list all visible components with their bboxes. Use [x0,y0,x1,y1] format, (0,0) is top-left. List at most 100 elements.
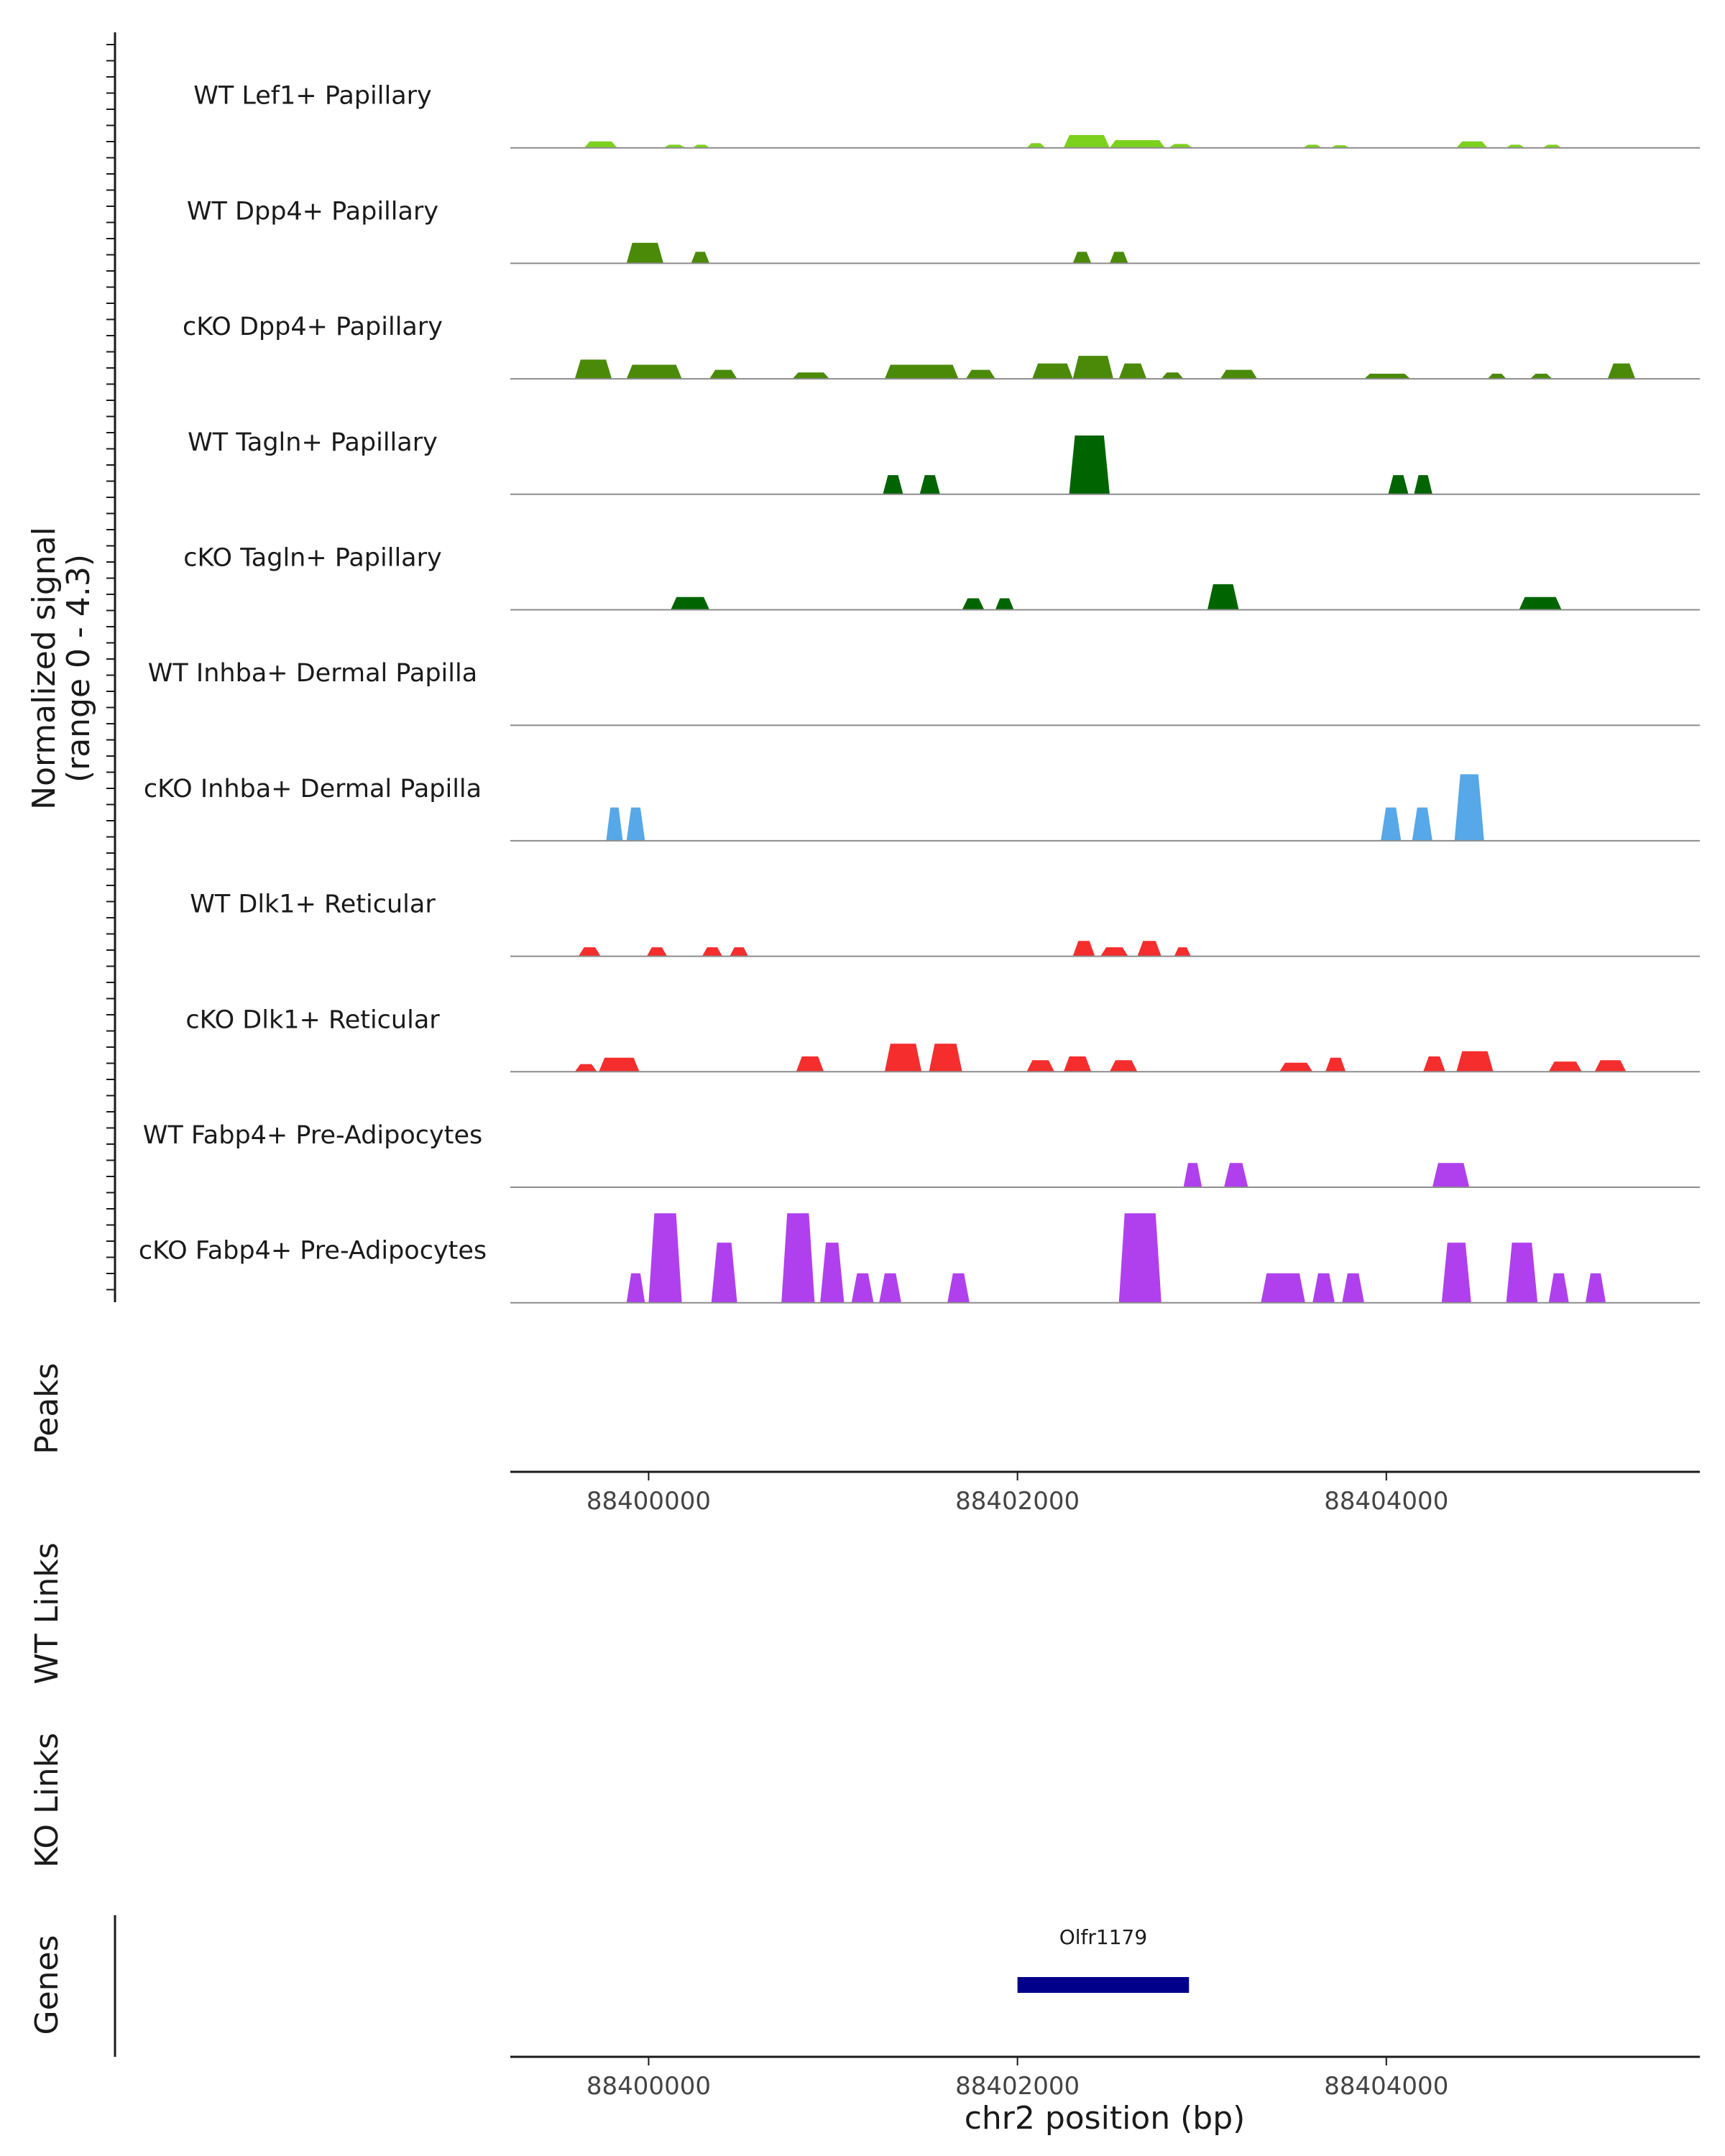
signal-peak [1063,134,1110,148]
signal-peak [1548,1273,1569,1303]
signal-peak [1342,1273,1364,1303]
signal-peak [671,596,710,610]
x-tick-label: 88402000 [955,1487,1080,1516]
signal-peak [1026,1060,1054,1072]
signal-peak [1069,436,1110,494]
ylabel-line1: Normalized signal [26,527,63,810]
track-label: WT Dpp4+ Papillary [187,197,438,226]
signal-peak [1063,1056,1092,1072]
signal-tracks: WT Lef1+ Papillary WT Dpp4+ Papillary cKO … [139,82,1700,1304]
signal-peak [1100,947,1128,957]
signal-peak [626,1273,645,1303]
gene-track: Olfr1179 [1017,1925,1190,1993]
genes-x-axis: 88400000 88402000 88404000 [510,2055,1700,2101]
peaks-x-axis: 88400000 88402000 88404000 [510,1470,1700,1516]
signal-peak [1137,941,1162,957]
track-label: WT Tagln+ Papillary [188,428,438,457]
signal-peak [884,364,959,379]
signal-peak [1032,363,1073,379]
signal-peak [796,1056,824,1072]
signal-peak [648,1213,682,1303]
signal-peak [574,359,612,379]
signal-peak [1441,1243,1471,1303]
signal-peak [883,475,903,494]
signal-peak [947,1273,970,1303]
signal-peak [1169,144,1193,148]
signal-peak [1174,947,1191,957]
track-row: WT Dpp4+ Papillary [187,197,1700,264]
gene-body [1017,1977,1190,1993]
signal-peak [820,1243,845,1303]
signal-peak [1414,475,1432,494]
x-tick-label: 88400000 [586,1487,711,1516]
peaks-panel-title: Peaks [29,1363,65,1454]
signal-peak [1542,144,1562,148]
signal-peak [1118,1213,1162,1303]
signal-peak [709,369,737,379]
signal-peak [1072,356,1113,379]
x-tick-label: 88400000 [586,2072,711,2101]
gene-label: Olfr1179 [1059,1925,1147,1949]
signal-peak [1118,363,1147,379]
signal-peak [1364,374,1411,379]
signal-peak [1456,141,1488,148]
signal-peak [626,242,663,264]
signal-peak [1594,1060,1627,1072]
signal-peak [1381,807,1402,841]
track-row: cKO Tagln+ Papillary [183,544,1700,611]
signal-peak [1530,374,1552,379]
signal-peak [879,1273,901,1303]
track-label: cKO Fabp4+ Pre-Adipocytes [139,1237,487,1266]
signal-peak [599,1057,640,1072]
signal-peak [792,372,829,379]
signal-peak [1432,1163,1470,1187]
signal-peak [884,1044,922,1072]
track-label: WT Lef1+ Papillary [193,82,432,111]
signal-peak [1607,363,1636,379]
signal-peak [1224,1163,1248,1187]
track-label: cKO Dpp4+ Papillary [183,313,443,341]
signal-y-axis-ticks [106,44,115,1291]
signal-peak [962,598,985,610]
track-label: WT Inhba+ Dermal Papilla [148,659,477,688]
genes-panel-title: Genes [29,1935,65,2035]
signal-peak [1325,1057,1346,1072]
signal-peak [702,947,723,957]
signal-peak [851,1273,874,1303]
signal-peak [606,807,623,841]
signal-peak [1423,1056,1445,1072]
signal-peak [693,144,710,148]
signal-peak [1519,596,1562,610]
signal-peak [1548,1061,1582,1072]
signal-peak [995,598,1014,610]
track-row: WT Inhba+ Dermal Papilla [148,659,1700,727]
signal-peak [626,364,682,379]
signal-peak [1207,584,1239,610]
ylabel-line2: (range 0 - 4.3) [60,554,97,783]
signal-peak [1109,252,1128,264]
signal-peak [711,1243,737,1303]
signal-peak [1454,774,1484,841]
track-row: WT Fabp4+ Pre-Adipocytes [143,1121,1700,1188]
x-axis-title: chr2 position (bp) [965,2100,1246,2137]
x-tick-label: 88404000 [1324,2072,1448,2101]
signal-peak [1303,144,1322,148]
signal-peak [1506,1243,1538,1303]
ko-links-panel-title: KO Links [29,1733,65,1868]
track-label: WT Fabp4+ Pre-Adipocytes [143,1121,482,1150]
signal-peak [1220,369,1258,379]
signal-peak [919,475,940,494]
wt-links-panel-title: WT Links [29,1542,65,1684]
signal-peak [1456,1051,1494,1072]
signal-peak [646,947,668,957]
signal-peak [1412,807,1432,841]
signal-peak [1109,140,1165,148]
signal-peak [1109,1060,1138,1072]
track-row: cKO Dlk1+ Reticular [185,1005,1700,1073]
signal-peak [1183,1163,1202,1187]
track-row: WT Tagln+ Papillary [188,428,1700,495]
track-row: cKO Dpp4+ Papillary [183,313,1700,380]
signal-peak [1487,374,1506,379]
signal-peak [691,252,710,264]
